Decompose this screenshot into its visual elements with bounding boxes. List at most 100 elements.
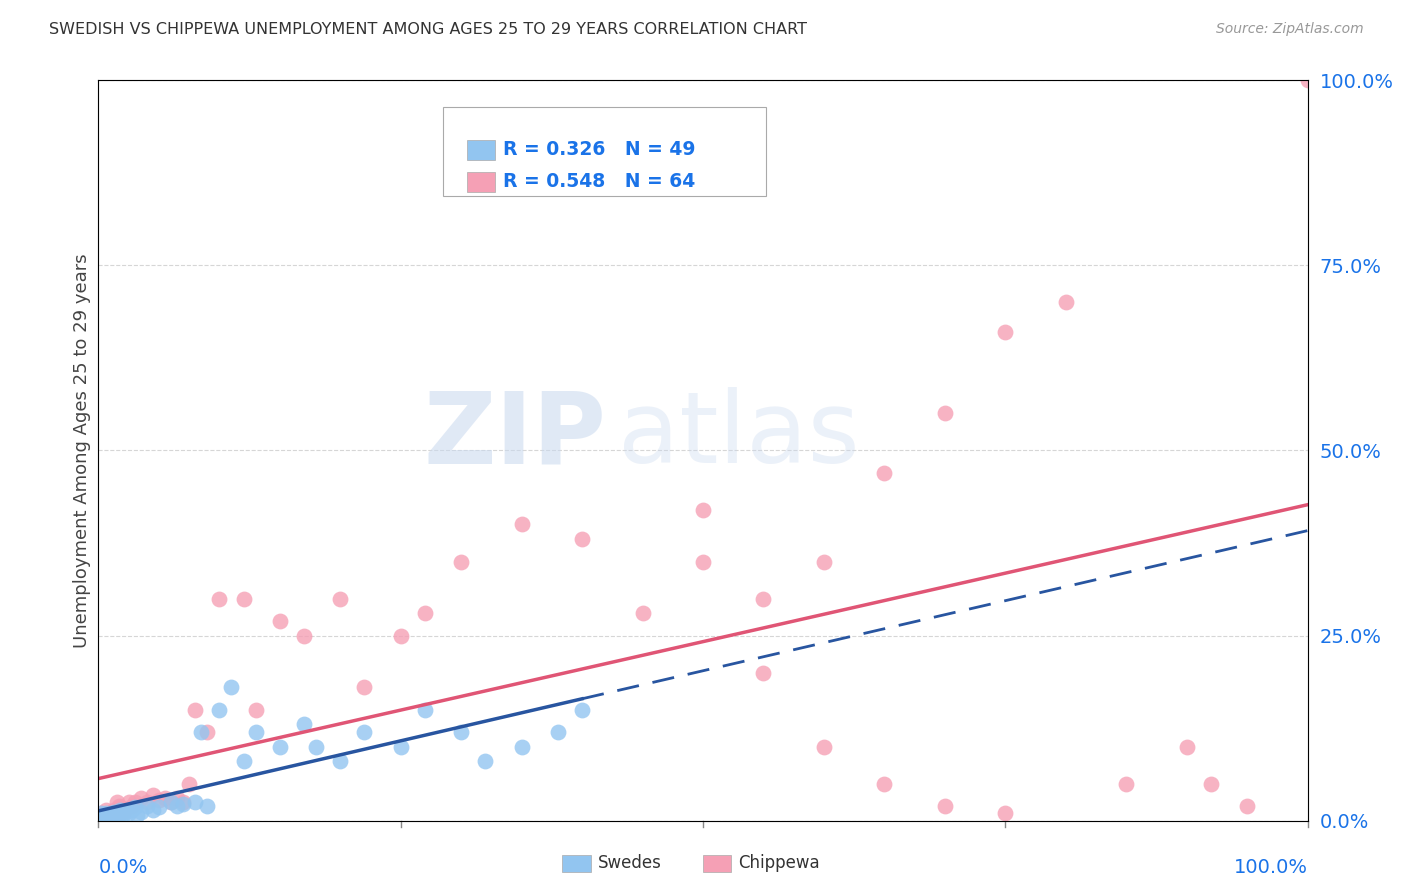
Point — [305, 739, 328, 754]
Point — [510, 517, 533, 532]
Point — [172, 797, 194, 812]
Point — [571, 533, 593, 547]
Point — [752, 591, 775, 606]
Point — [208, 591, 231, 606]
Point — [107, 810, 129, 824]
Point — [142, 803, 165, 817]
Point — [90, 806, 112, 821]
Point — [100, 805, 122, 819]
Point — [114, 803, 136, 817]
Point — [124, 800, 146, 814]
Point — [692, 502, 714, 516]
Point — [94, 806, 117, 821]
Point — [190, 724, 212, 739]
Point — [1236, 798, 1258, 813]
Point — [107, 806, 129, 821]
Point — [98, 810, 121, 824]
Point — [108, 803, 131, 817]
Point — [245, 703, 267, 717]
Text: atlas: atlas — [619, 387, 860, 484]
Point — [329, 755, 352, 769]
Point — [89, 810, 111, 824]
Text: Swedes: Swedes — [598, 855, 661, 872]
Point — [873, 466, 896, 480]
Point — [413, 607, 436, 621]
Point — [121, 803, 143, 817]
Point — [91, 810, 114, 824]
Point — [571, 703, 593, 717]
Point — [148, 793, 170, 807]
Point — [142, 788, 165, 802]
Point — [96, 810, 118, 824]
Point — [232, 755, 254, 769]
Point — [813, 555, 835, 569]
Point — [413, 703, 436, 717]
Point — [510, 739, 533, 754]
Point — [93, 812, 115, 826]
Point — [873, 776, 896, 791]
Text: 100.0%: 100.0% — [1233, 858, 1308, 877]
Point — [292, 628, 315, 642]
Point — [91, 810, 114, 824]
Point — [353, 724, 375, 739]
Point — [195, 798, 218, 813]
Point — [195, 724, 218, 739]
Point — [692, 555, 714, 569]
Point — [450, 555, 472, 569]
Text: R = 0.548   N = 64: R = 0.548 N = 64 — [503, 172, 696, 192]
Point — [474, 755, 496, 769]
Point — [1199, 776, 1222, 791]
Point — [103, 803, 125, 817]
Point — [172, 795, 194, 809]
Point — [111, 807, 134, 822]
Point — [111, 805, 134, 819]
Point — [89, 810, 111, 824]
Text: R = 0.326   N = 49: R = 0.326 N = 49 — [503, 140, 696, 160]
Point — [91, 807, 114, 822]
Point — [129, 791, 152, 805]
Point — [994, 806, 1017, 821]
Point — [127, 807, 149, 822]
Point — [124, 795, 146, 809]
Point — [101, 810, 124, 824]
Point — [153, 791, 176, 805]
Point — [135, 795, 157, 809]
Point — [269, 614, 291, 628]
Point — [166, 798, 188, 813]
Point — [1175, 739, 1198, 754]
Point — [292, 717, 315, 731]
Point — [118, 795, 141, 809]
Point — [93, 812, 115, 826]
Point — [994, 325, 1017, 339]
Point — [94, 803, 117, 817]
Point — [179, 776, 201, 791]
Point — [100, 806, 122, 821]
Point — [103, 805, 125, 819]
Point — [96, 807, 118, 822]
Point — [934, 407, 956, 421]
Point — [353, 681, 375, 695]
Point — [97, 807, 120, 822]
Point — [91, 807, 114, 822]
Point — [813, 739, 835, 754]
Point — [934, 798, 956, 813]
Point — [148, 800, 170, 814]
Point — [160, 795, 183, 809]
Point — [135, 798, 157, 813]
Text: ZIP: ZIP — [423, 387, 606, 484]
Y-axis label: Unemployment Among Ages 25 to 29 years: Unemployment Among Ages 25 to 29 years — [73, 253, 91, 648]
Point — [450, 724, 472, 739]
Text: SWEDISH VS CHIPPEWA UNEMPLOYMENT AMONG AGES 25 TO 29 YEARS CORRELATION CHART: SWEDISH VS CHIPPEWA UNEMPLOYMENT AMONG A… — [49, 22, 807, 37]
Point — [100, 807, 122, 822]
Point — [108, 800, 131, 814]
Text: Chippewa: Chippewa — [738, 855, 820, 872]
Text: 0.0%: 0.0% — [98, 858, 148, 877]
Point — [97, 810, 120, 824]
Point — [108, 806, 131, 821]
Point — [105, 807, 128, 822]
Point — [160, 795, 183, 809]
Point — [166, 791, 188, 805]
Point — [118, 806, 141, 821]
Point — [121, 798, 143, 813]
Point — [547, 724, 569, 739]
